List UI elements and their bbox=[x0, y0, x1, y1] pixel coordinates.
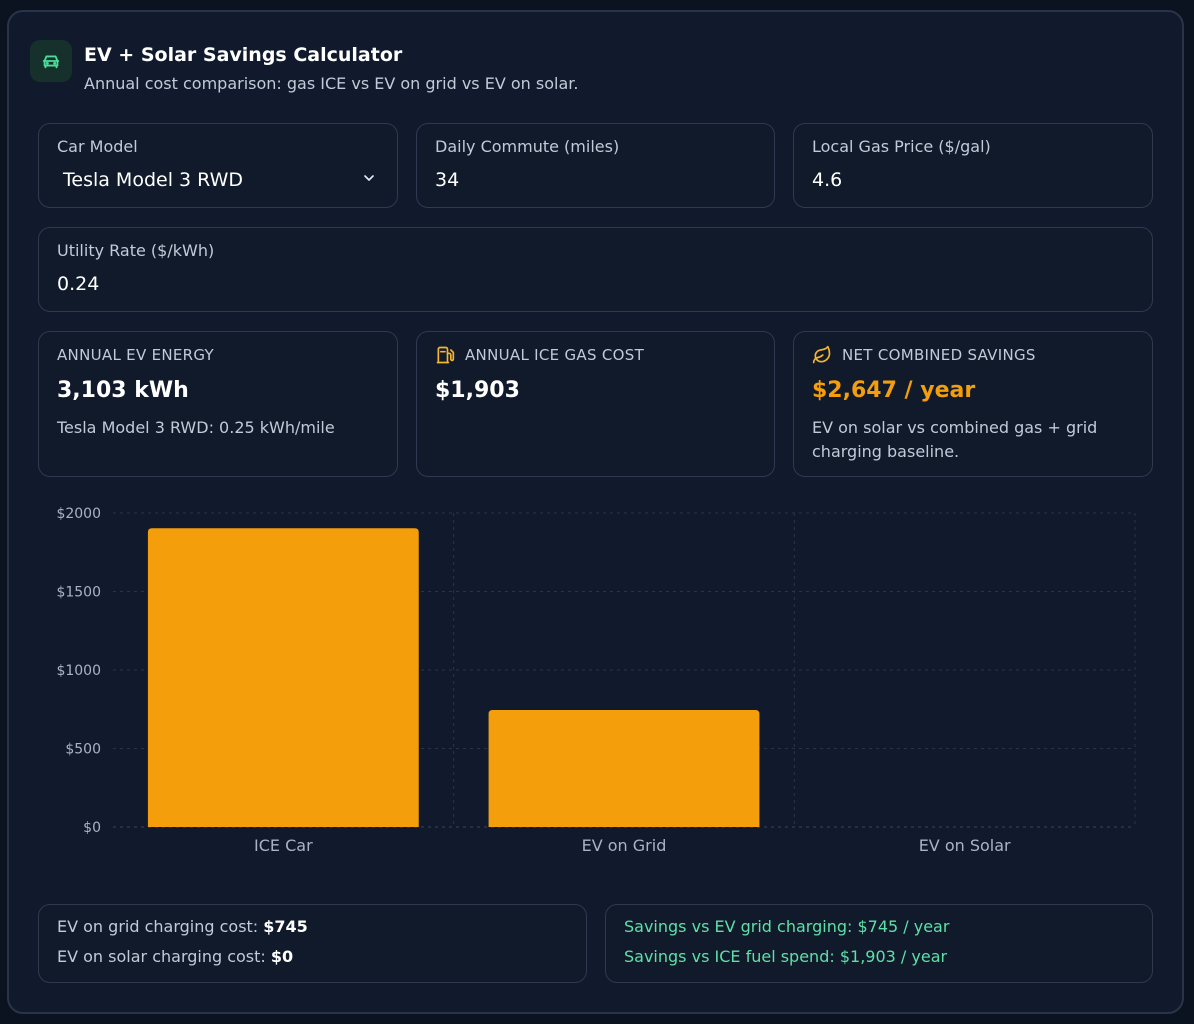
y-tick-label: $0 bbox=[83, 820, 101, 836]
daily-commute-value[interactable]: 34 bbox=[435, 169, 460, 191]
ev-energy-note: Tesla Model 3 RWD: 0.25 kWh/mile bbox=[57, 418, 335, 437]
savings-vs-ice: Savings vs ICE fuel spend: $1,903 / year bbox=[624, 947, 948, 966]
utility-rate-value[interactable]: 0.24 bbox=[57, 273, 100, 295]
page-title: EV + Solar Savings Calculator bbox=[84, 44, 403, 66]
chevron-down-icon[interactable] bbox=[361, 170, 377, 186]
gas-price-value[interactable]: 4.6 bbox=[812, 169, 843, 191]
car-icon bbox=[30, 40, 72, 82]
net-savings-value: $2,647 / year bbox=[812, 378, 976, 403]
utility-rate-field[interactable]: Utility Rate ($/kWh) 0.24 bbox=[38, 227, 1153, 312]
y-tick-label: $1500 bbox=[56, 585, 101, 601]
ev-energy-label: ANNUAL EV ENERGY bbox=[57, 346, 215, 364]
bar-ev-on-grid bbox=[488, 710, 760, 827]
net-savings-note: EV on solar vs combined gas + grid charg… bbox=[812, 418, 1098, 461]
fuel-pump-icon bbox=[436, 346, 455, 364]
ice-cost-label: ANNUAL ICE GAS COST bbox=[465, 346, 645, 364]
savings-summary: Savings vs EV grid charging: $745 / year… bbox=[605, 904, 1153, 983]
x-tick-label: ICE Car bbox=[254, 836, 313, 855]
ev-energy-card: ANNUAL EV ENERGY 3,103 kWh Tesla Model 3… bbox=[38, 331, 398, 477]
car-model-value: Tesla Model 3 RWD bbox=[63, 169, 243, 191]
ice-cost-value: $1,903 bbox=[435, 378, 520, 403]
net-savings-card: NET COMBINED SAVINGS $2,647 / year EV on… bbox=[793, 331, 1153, 477]
gas-price-field[interactable]: Local Gas Price ($/gal) 4.6 bbox=[793, 123, 1153, 208]
gas-price-label: Local Gas Price ($/gal) bbox=[812, 137, 991, 156]
x-tick-label: EV on Solar bbox=[919, 836, 1011, 855]
page-subtitle: Annual cost comparison: gas ICE vs EV on… bbox=[84, 74, 579, 93]
solar-cost-line: EV on solar charging cost: $0 bbox=[57, 947, 293, 966]
ev-energy-value: 3,103 kWh bbox=[57, 378, 189, 403]
ice-cost-card: ANNUAL ICE GAS COST $1,903 bbox=[416, 331, 775, 477]
solar-cost-value: $0 bbox=[270, 947, 294, 966]
cost-bar-chart: $0 $500 $1000 $1500 $2000 ICE Car EV on Grid EV… bbox=[56, 506, 1136, 855]
utility-rate-label: Utility Rate ($/kWh) bbox=[57, 241, 215, 260]
daily-commute-field[interactable]: Daily Commute (miles) 34 bbox=[416, 123, 775, 208]
y-tick-label: $2000 bbox=[56, 506, 101, 522]
leaf-icon bbox=[812, 345, 831, 364]
grid-cost-value: $745 bbox=[263, 917, 308, 936]
net-savings-label: NET COMBINED SAVINGS bbox=[842, 346, 1036, 364]
cost-comparison-chart: $0 $500 $1000 $1500 $2000 ICE Car EV on Grid EV… bbox=[30, 495, 1150, 865]
grid-cost-line: EV on grid charging cost: $745 bbox=[57, 917, 308, 936]
grid-cost-label: EV on grid charging cost: bbox=[57, 917, 259, 936]
x-tick-label: EV on Grid bbox=[582, 836, 667, 855]
header: EV + Solar Savings Calculator Annual cos… bbox=[30, 40, 730, 93]
savings-vs-grid: Savings vs EV grid charging: $745 / year bbox=[624, 917, 950, 936]
solar-cost-label: EV on solar charging cost: bbox=[57, 947, 266, 966]
daily-commute-label: Daily Commute (miles) bbox=[435, 137, 620, 156]
car-model-select[interactable]: Car Model Tesla Model 3 RWD bbox=[38, 123, 398, 208]
bar-ice-car bbox=[147, 528, 419, 827]
charging-cost-summary: EV on grid charging cost: $745 EV on sol… bbox=[38, 904, 587, 983]
y-tick-label: $500 bbox=[65, 742, 101, 758]
y-tick-label: $1000 bbox=[56, 663, 101, 679]
car-model-label: Car Model bbox=[57, 137, 138, 156]
